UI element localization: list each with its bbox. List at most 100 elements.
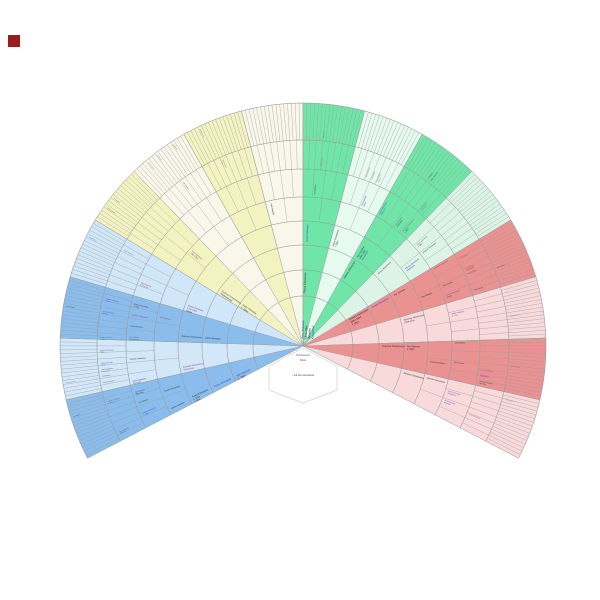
ancestor-label[interactable]: Xxxx Xxxxxxx [444, 400, 455, 406]
cell-divider [459, 427, 486, 442]
ancestor-label[interactable]: 18xx-18xx [133, 381, 142, 385]
cell-divider [469, 274, 497, 285]
ancestor-label[interactable]: Xxxxxx Xxxxxxxxx [108, 398, 120, 403]
cell-divider [467, 412, 495, 424]
ancestor-label[interactable]: x. 17xx [101, 364, 106, 366]
ancestor-label[interactable]: Xxx Xxxxxxx [156, 155, 162, 162]
ancestor-label[interactable]: Xxxx Xxxxxxx [420, 202, 428, 210]
ancestor-label-group: Xxxxx Xxxxxxxxx [199, 129, 205, 138]
ancestor-label[interactable]: Xxx Xxxxxxx [135, 389, 145, 394]
ancestor-label[interactable]: Xxxxxxx Xxxxxxxxxx [183, 363, 205, 369]
ancestor-label[interactable]: Xxxxxxx Xxxxxxxxxx [105, 298, 119, 303]
ancestor-label[interactable]: Xxxxx Xxxxxxxxx [511, 366, 521, 369]
ancestor-label[interactable]: Xxxxx Xxxxxxxxx [469, 414, 481, 420]
ancestor-label[interactable]: Xxxxxxxxx [183, 367, 195, 371]
cell-divider [258, 347, 300, 370]
ancestor-label[interactable]: Xxxxxxxxx [362, 250, 370, 261]
ancestor-label[interactable]: 17xx-17xx [140, 284, 148, 289]
ancestor-label[interactable]: x. 17xx [452, 314, 458, 317]
cell-divider [306, 103, 308, 141]
ancestor-label[interactable]: x. 16xx [105, 300, 110, 303]
ancestor-label[interactable]: Xxxxxxx Xxxxxxxxxx [132, 314, 149, 319]
ancestor-label[interactable]: Xxxxxxxxx [406, 264, 416, 272]
ancestor-label[interactable]: Xxxxx [363, 202, 367, 207]
ancestor-label[interactable]: Xxxxx Xxxxxxxxx [103, 311, 115, 315]
ancestor-label[interactable]: Xxxxxx Xxxxxxxxx [379, 202, 388, 216]
cell-divider [319, 140, 323, 170]
ancestor-label[interactable]: Xxxx Xxxxxxx [113, 198, 120, 204]
ancestor-label[interactable]: Xxxx Xxxxxxx [361, 195, 367, 206]
ancestor-label[interactable]: Xxx Xxxxxxx [371, 171, 376, 180]
ancestor-label[interactable]: Xxxxxxx [378, 177, 382, 183]
ancestor-label[interactable]: Xxx Xxxxxxx [160, 317, 173, 321]
cell-divider [487, 236, 521, 254]
ancestor-label[interactable]: Xxxxxxxxxxx [102, 370, 111, 373]
ancestor-label[interactable]: 17xx-18xx [186, 308, 197, 314]
ancestor-label-group: Xxxxxx Xxxxxxxxxx. 17xx [101, 362, 114, 367]
ancestor-label[interactable]: Xxxxx Xxxxxxxxx [213, 377, 232, 388]
ancestor-label[interactable]: Xxx Xxxxxxx [236, 367, 252, 377]
ancestor-label[interactable]: x. 17xx [100, 339, 105, 341]
cell-divider [157, 244, 181, 261]
cell-divider [196, 169, 212, 195]
ancestor-label[interactable]: Xxxxxx Xxxxxxxxx [101, 362, 114, 365]
ancestor-label[interactable]: Xxxxxxxxxxx [129, 339, 139, 341]
ancestor-label[interactable]: Xxxx Xxxxxxx [191, 251, 203, 261]
ancestor-label[interactable]: Xxxxxx Xxxxxxxxx [142, 407, 156, 415]
ancestor-label[interactable]: Xxxx Xxxxxxx [480, 375, 490, 379]
cell-divider [68, 280, 105, 291]
ancestor-label-group: Xxxx Xxxxxxx [443, 281, 454, 287]
ancestor-label-group: Xxx Xxxxxxx [371, 171, 376, 180]
ancestor-label[interactable]: Xxx Xxxxxxx [323, 131, 326, 138]
ancestor-label[interactable]: Xxx Xxxxxxx [395, 217, 403, 226]
ancestor-label[interactable]: Xxxxxxx Xxxxxxxxxx [434, 260, 449, 270]
ancestor-label: 17xx-17xx [190, 252, 199, 260]
ancestor-label[interactable]: Xxxxxxxxx [421, 205, 427, 212]
ancestor-label[interactable]: Xxxxxxx [102, 313, 108, 316]
ancestor-label[interactable]: Xxxxxxxxx [310, 325, 315, 340]
ancestor-label-group: Xxxxx Xxxxxxxx [171, 402, 186, 411]
ancestor-label[interactable]: Xxxxx Xxxxxxxx [88, 237, 97, 243]
ancestor-label[interactable]: Xxxxxx Xxxxxxxxx [66, 381, 76, 385]
ancestor-label[interactable]: Xxxxx Xxxxxxxx [366, 167, 372, 178]
ancestor-label[interactable]: Xxxxx Xxxxxxxxx [416, 236, 428, 247]
ancestor-label-group: Xxxxx Xxxxxxxxx [511, 366, 521, 369]
ancestor-label-group: Xxxxx Xxxxxxxxx [302, 272, 307, 293]
ancestor-label-group: Xxxxx Xxxxxxxxx [510, 314, 520, 317]
ancestor-label[interactable]: Xxxxxx Xxxxxxxxx [100, 337, 112, 340]
ancestor-label[interactable]: Xxxx Xxxxxxx [300, 320, 305, 339]
ancestor-label[interactable]: 17xx-17xx [381, 208, 387, 216]
ancestor-label[interactable]: Xxx Xxxxxxx [129, 337, 139, 339]
cell-divider [423, 148, 446, 180]
cell-divider [437, 212, 460, 232]
ancestor-label: Xxx Xxxxxxx [138, 399, 148, 404]
ancestor-label[interactable]: Xxxxx Xxxxxxxx [451, 311, 464, 316]
ancestor-label[interactable]: Xxxxxx Xxxxxxxxx [446, 290, 461, 297]
ancestor-label[interactable]: x. 17xx [143, 413, 149, 417]
ancestor-label[interactable]: Xxxx Xxxxxxx [221, 159, 227, 168]
root-person-name[interactable]: Xxxxxxxxx [296, 353, 311, 357]
ancestor-label[interactable]: Xxxxxxxxx [447, 393, 456, 397]
cell-divider [196, 280, 217, 294]
ancestor-label-group: Xxxxx Xxxxxxxxx [307, 224, 310, 242]
cell-divider [490, 432, 524, 448]
ancestor-label[interactable]: Xxxxxxx [444, 402, 451, 406]
cell-divider [163, 388, 186, 398]
ancestor-label[interactable]: Xxxxx Xxxxxxxxx [307, 224, 310, 242]
root-person-plaque-shape [268, 347, 338, 404]
cell-divider [66, 287, 103, 298]
ancestor-label[interactable]: Xxxxx Xxxxxxxx [187, 305, 204, 313]
cell-divider [105, 396, 134, 405]
ancestor-label[interactable]: Xxxxxx Xxxxxxxxx [481, 369, 494, 373]
cell-divider [295, 103, 297, 141]
ancestor-label[interactable]: x. 16xx [108, 402, 113, 405]
ancestor-label[interactable]: x. 17xx [220, 160, 224, 165]
cell-divider [474, 390, 503, 399]
cell-divider [508, 362, 546, 366]
cell-divider [425, 197, 447, 219]
ancestor-label[interactable]: Xxxxx Xxxxxxxxx [510, 314, 520, 317]
cell-divider [178, 341, 203, 343]
ancestor-label[interactable]: Xxxxx Xxxxxxxxx [147, 162, 155, 171]
ancestor-label[interactable]: Xxxxx Xxxxxxxx [448, 391, 461, 397]
cell-divider [457, 185, 486, 211]
